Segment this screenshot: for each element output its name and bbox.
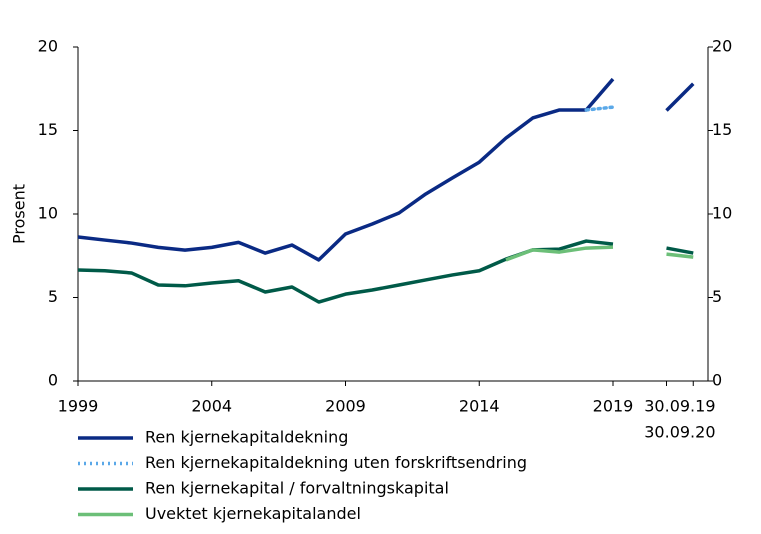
x-tick-label: 30.09.20 <box>644 423 715 442</box>
y-tick-label: 20 <box>38 37 58 56</box>
y-tick-label: 5 <box>48 287 58 306</box>
y-tick-label: 10 <box>38 204 58 223</box>
legend-label: Ren kjernekapitaldekning <box>145 428 348 447</box>
y2-tick-label: 15 <box>712 120 732 139</box>
legend-label: Ren kjernekapitaldekning uten forskrifts… <box>145 453 527 472</box>
series-line <box>505 245 694 262</box>
legend-label: Ren kjernekapital / forvaltningskapital <box>145 479 449 498</box>
y2-tick-label: 5 <box>712 287 722 306</box>
series-line <box>584 105 615 112</box>
x-tick-label: 30.09.19 <box>644 397 715 416</box>
x-tick-label: 2019 <box>593 397 634 416</box>
y-tick-label: 0 <box>48 371 58 390</box>
series-line <box>77 77 695 262</box>
y-tick-label: 15 <box>38 120 58 139</box>
x-tick-label: 2014 <box>459 397 500 416</box>
x-tick-label: 2009 <box>325 397 366 416</box>
y-axis-label: Prosent <box>10 184 29 244</box>
y2-tick-label: 20 <box>712 37 732 56</box>
y2-tick-label: 0 <box>712 371 722 390</box>
x-tick-label: 1999 <box>58 397 99 416</box>
legend-label: Uvektet kjernekapitalandel <box>145 504 361 523</box>
y2-tick-label: 10 <box>712 204 732 223</box>
x-tick-label: 2004 <box>191 397 232 416</box>
